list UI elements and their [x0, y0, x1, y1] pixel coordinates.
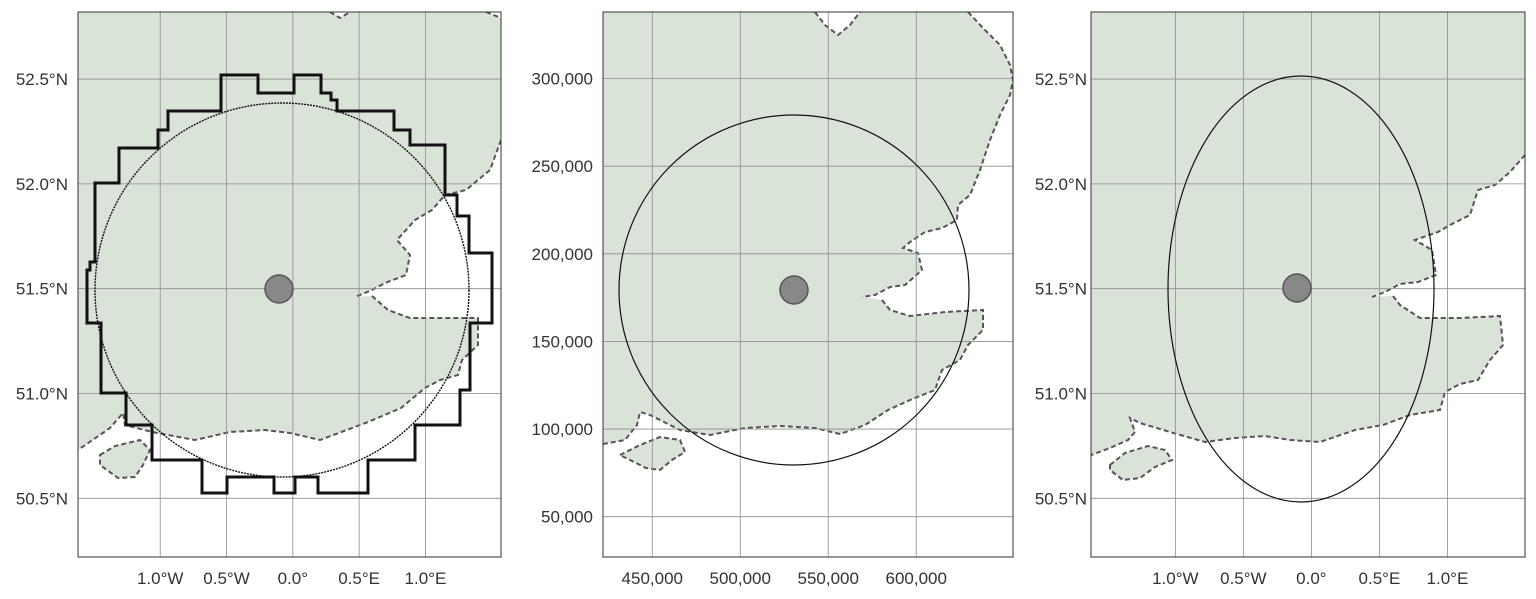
y-tick-label: 50.5°N	[1035, 489, 1087, 508]
y-tick-label: 300,000	[532, 70, 593, 89]
y-tick-label: 100,000	[532, 420, 593, 439]
axis-tick-labels: 1.0°W 0.5°W 0.0° 0.5°E 1.0°E 50.5°N 51.0°N 51.5…	[16, 70, 446, 588]
x-tick-label: 0.0°	[278, 569, 308, 588]
y-tick-label: 150,000	[532, 332, 593, 351]
x-tick-label: 0.5°W	[1220, 569, 1266, 588]
graticule	[603, 12, 1013, 557]
circle-buffer-outline	[94, 102, 470, 478]
axis-tick-labels: 1.0°W 0.5°W 0.0° 0.5°E 1.0°E 50.5°N 51.0°N 51.5…	[1035, 70, 1469, 588]
land-mass	[1091, 12, 1525, 480]
coastline	[603, 12, 1013, 472]
x-tick-label: 1.0°E	[405, 569, 447, 588]
panel-projected-buffer: 450,000 500,000 550,000 600,000 50,000 100,00…	[532, 11, 1014, 588]
panel-lonlat-raster-buffer: 1.0°W 0.5°W 0.0° 0.5°E 1.0°E 50.5°N 51.0°N 51.5…	[16, 11, 502, 588]
x-tick-label: 500,000	[710, 569, 771, 588]
y-tick-label: 52.5°N	[16, 70, 68, 89]
y-tick-label: 51.5°N	[16, 280, 68, 299]
x-tick-label: 0.5°E	[338, 569, 380, 588]
y-tick-label: 50,000	[541, 508, 593, 527]
center-point-marker	[779, 275, 809, 305]
y-tick-label: 200,000	[532, 245, 593, 264]
axis-tick-labels: 450,000 500,000 550,000 600,000 50,000 100,00…	[532, 70, 947, 588]
y-tick-label: 51.0°N	[1035, 385, 1087, 404]
x-tick-label: 600,000	[885, 569, 946, 588]
ellipse-buffer-outline	[1167, 75, 1435, 503]
x-tick-label: 1.0°W	[137, 569, 183, 588]
coastline	[1091, 154, 1525, 482]
panel-lonlat-ellipse-buffer: 1.0°W 0.5°W 0.0° 0.5°E 1.0°E 50.5°N 51.0°N 51.5…	[1035, 11, 1526, 588]
y-tick-label: 250,000	[532, 157, 593, 176]
y-tick-label: 52.0°N	[16, 175, 68, 194]
x-tick-label: 550,000	[798, 569, 859, 588]
circle-buffer-outline	[618, 114, 970, 466]
y-tick-label: 51.5°N	[1035, 280, 1087, 299]
x-tick-label: 1.0°E	[1427, 569, 1469, 588]
y-tick-label: 50.5°N	[16, 489, 68, 508]
graticule	[1091, 12, 1525, 557]
y-tick-label: 52.5°N	[1035, 70, 1087, 89]
x-tick-label: 0.5°E	[1359, 569, 1401, 588]
x-tick-label: 0.5°W	[203, 569, 249, 588]
y-tick-label: 51.0°N	[16, 385, 68, 404]
center-point-marker	[1282, 273, 1312, 303]
x-tick-label: 1.0°W	[1152, 569, 1198, 588]
y-tick-label: 52.0°N	[1035, 175, 1087, 194]
coastline	[78, 12, 501, 480]
x-tick-label: 450,000	[622, 569, 683, 588]
x-tick-label: 0.0°	[1296, 569, 1326, 588]
center-point-marker	[264, 274, 294, 304]
